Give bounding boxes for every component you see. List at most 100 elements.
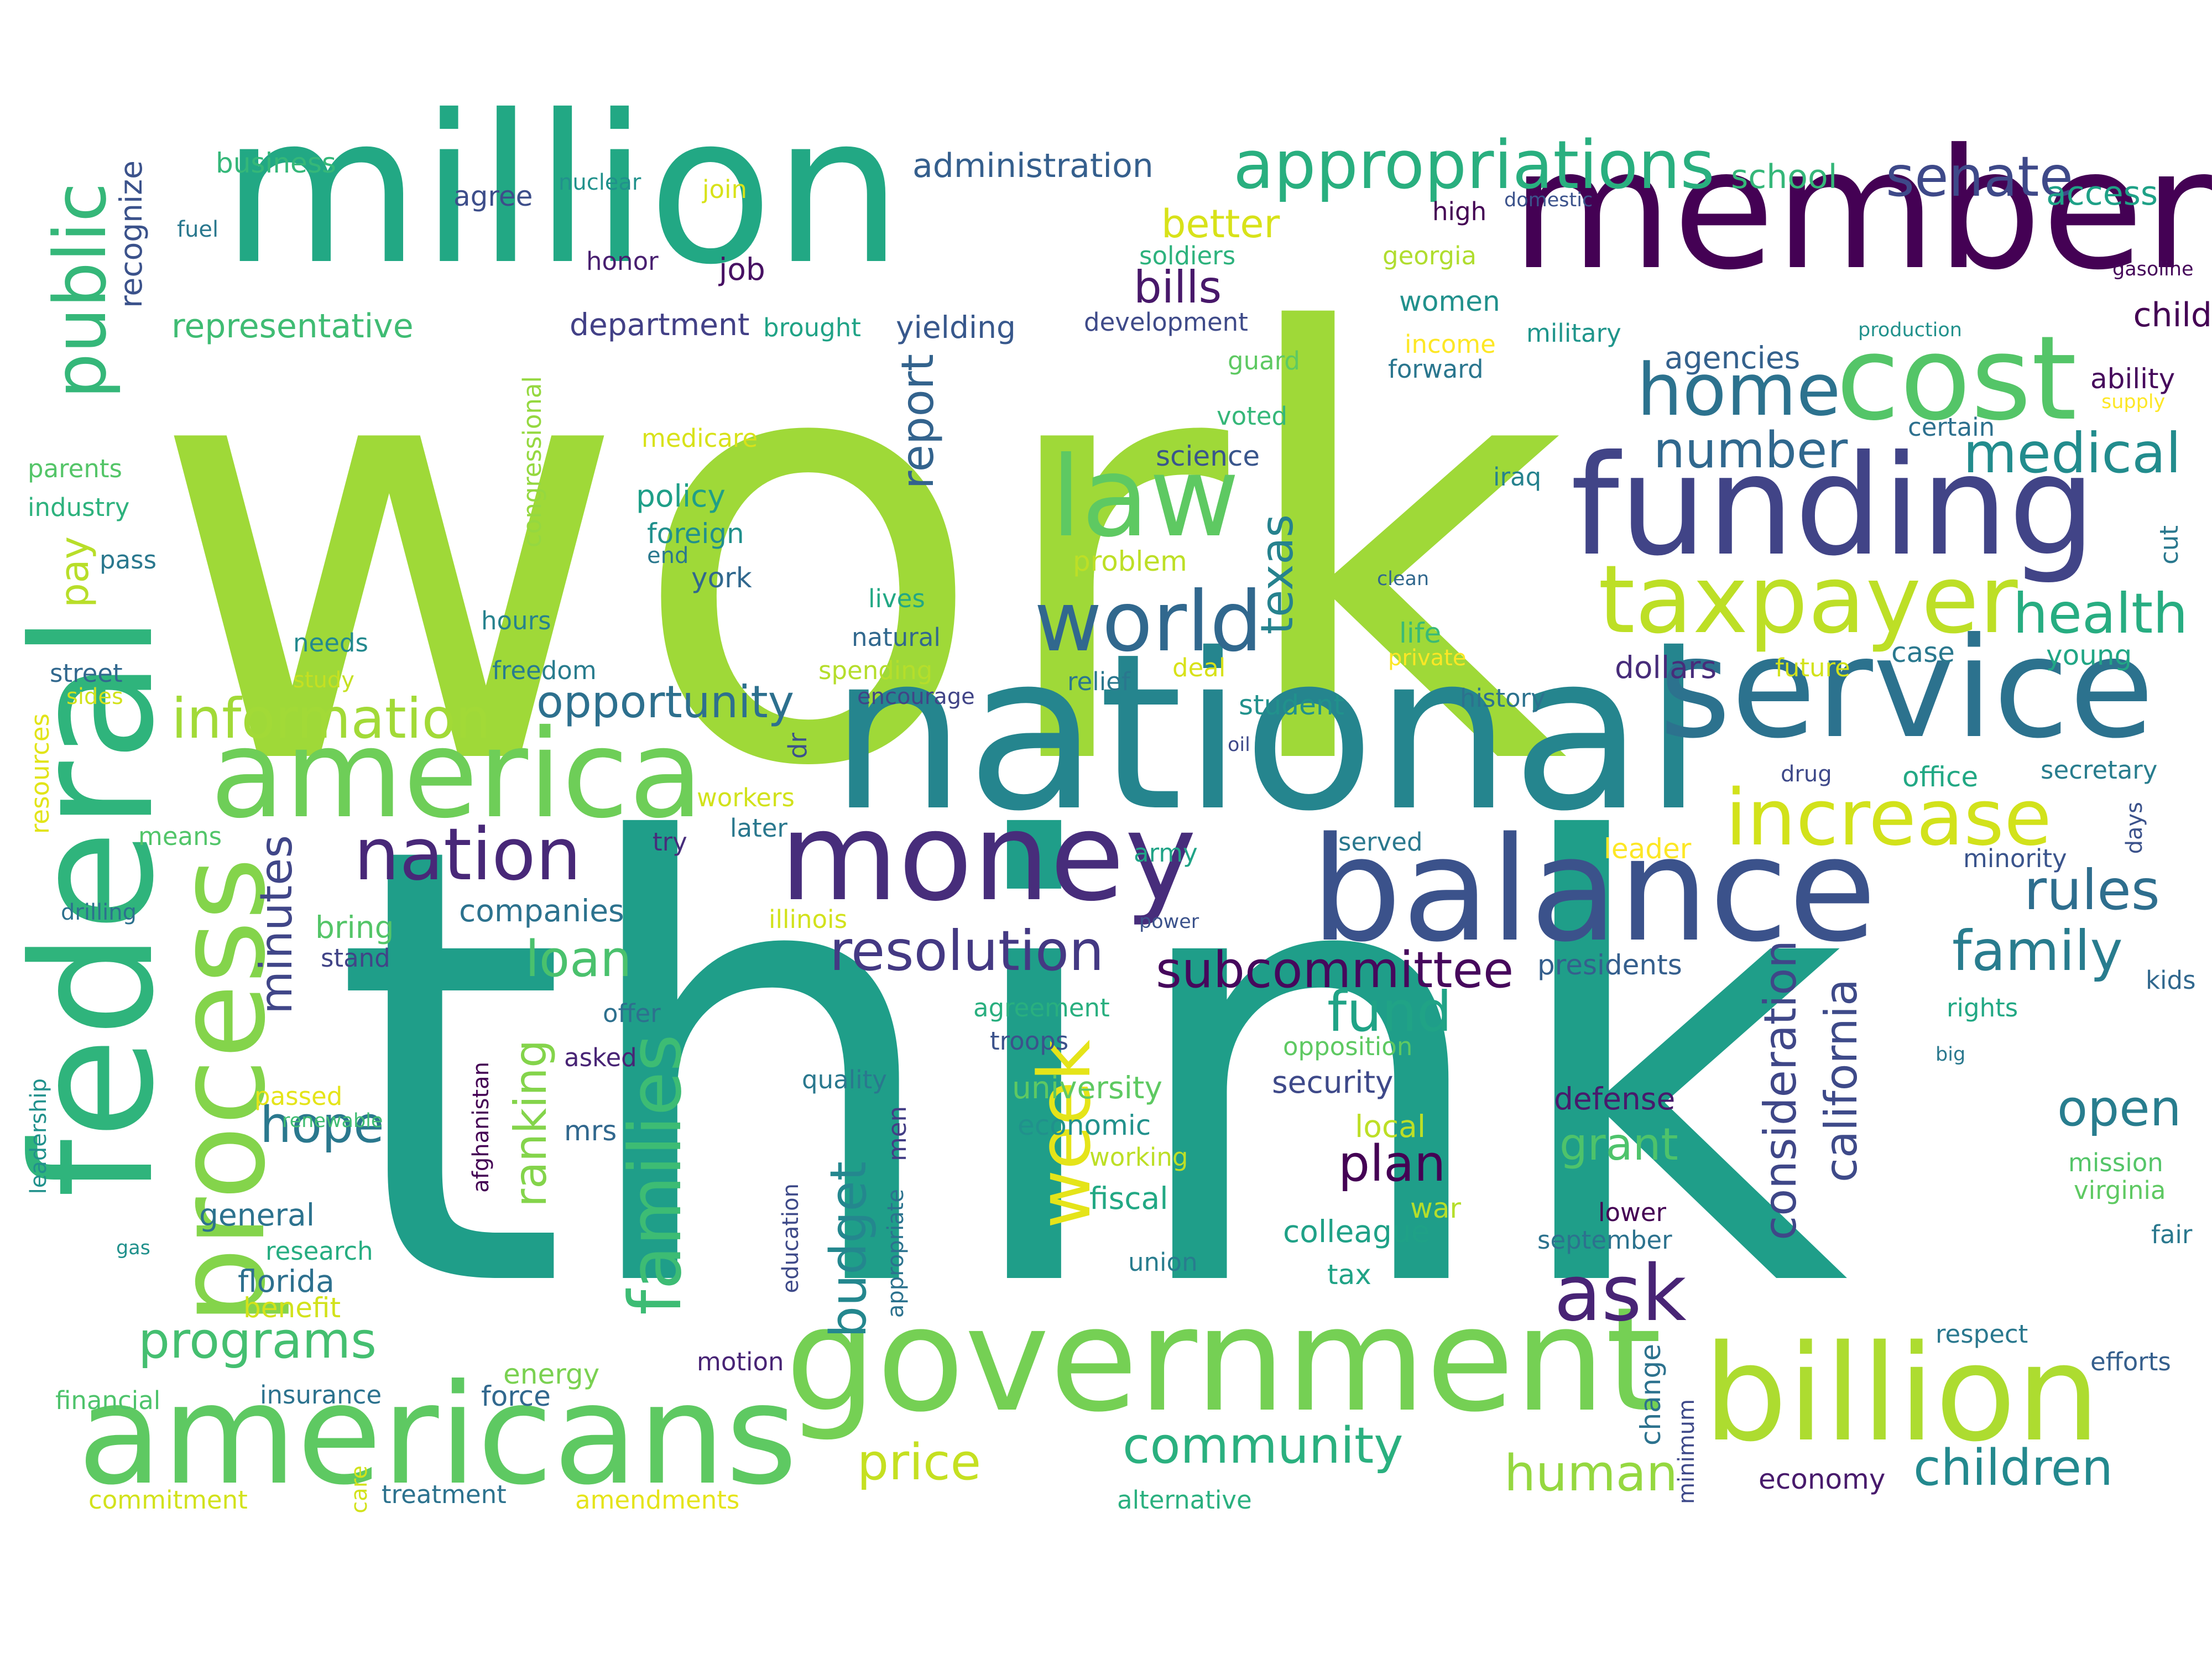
- word-try: try: [653, 827, 687, 857]
- word-leader: leader: [1604, 833, 1692, 865]
- word-increase: increase: [1725, 773, 2052, 863]
- word-power: power: [1139, 911, 1199, 933]
- word-foreign: foreign: [647, 518, 744, 550]
- word-grant: grant: [1559, 1119, 1678, 1170]
- word-future: future: [1775, 653, 1850, 682]
- word-virginia: virginia: [2074, 1176, 2166, 1205]
- word-think: think: [332, 719, 1849, 1421]
- word-member: member: [1511, 113, 2212, 306]
- word-dollars: dollars: [1615, 650, 1717, 685]
- word-loan: loan: [525, 930, 632, 988]
- word-certain: certain: [1908, 413, 1995, 442]
- word-bills: bills: [1134, 262, 1222, 313]
- word-amendments: amendments: [575, 1485, 740, 1515]
- word-guard: guard: [1228, 346, 1300, 375]
- word-fund: fund: [1327, 979, 1452, 1044]
- word-fair: fair: [2151, 1220, 2193, 1249]
- word-rules: rules: [2024, 858, 2160, 922]
- word-science: science: [1156, 440, 1260, 472]
- word-work: work: [149, 212, 1568, 894]
- word-illinois: illinois: [769, 905, 848, 934]
- word-brought: brought: [763, 313, 861, 342]
- word-forward: forward: [1388, 354, 1484, 384]
- word-stand: stand: [321, 943, 390, 973]
- word-oil: oil: [1228, 734, 1250, 756]
- word-offer: offer: [603, 999, 661, 1028]
- word-hours: hours: [481, 606, 551, 635]
- word-women: women: [1399, 285, 1500, 317]
- word-commitment: commitment: [88, 1485, 248, 1515]
- word-information: information: [171, 686, 491, 751]
- word-government: government: [785, 1277, 1662, 1444]
- word-private: private: [1388, 645, 1467, 671]
- word-join: join: [702, 175, 748, 204]
- word-care: care: [347, 1465, 372, 1514]
- word-budget: budget: [820, 1161, 878, 1338]
- word-world: world: [1034, 574, 1263, 670]
- word-problem: problem: [1073, 545, 1187, 577]
- word-drug: drug: [1781, 761, 1832, 787]
- word-parents: parents: [28, 454, 122, 483]
- word-security: security: [1272, 1065, 1394, 1100]
- word-later: later: [730, 813, 787, 843]
- word-respect: respect: [1936, 1319, 2028, 1349]
- word-spending: spending: [818, 656, 933, 685]
- word-rights: rights: [1947, 993, 2018, 1022]
- word-nation: nation: [354, 812, 582, 896]
- word-business: business: [216, 147, 336, 179]
- word-iraq: iraq: [1493, 462, 1542, 492]
- word-deal: deal: [1172, 653, 1226, 682]
- word-lives: lives: [868, 584, 925, 613]
- word-gas: gas: [116, 1237, 150, 1259]
- word-families: families: [613, 1034, 697, 1316]
- word-agencies: agencies: [1665, 340, 1801, 375]
- word-high: high: [1432, 197, 1487, 226]
- word-fiscal: fiscal: [1089, 1181, 1168, 1216]
- word-ranking: ranking: [505, 1040, 556, 1207]
- word-senate: senate: [1886, 144, 2074, 209]
- word-asked: asked: [564, 1043, 637, 1072]
- word-men: men: [883, 1106, 912, 1162]
- word-presidents: presidents: [1537, 949, 1682, 981]
- word-defense: defense: [1554, 1081, 1676, 1117]
- word-motion: motion: [697, 1347, 784, 1376]
- word-programs: programs: [138, 1312, 377, 1370]
- word-honor: honor: [586, 247, 659, 276]
- word-war: war: [1410, 1192, 1462, 1224]
- word-september: september: [1537, 1225, 1672, 1255]
- word-medicare: medicare: [641, 424, 758, 453]
- word-public: public: [38, 182, 122, 399]
- word-industry: industry: [28, 493, 130, 522]
- word-clean: clean: [1377, 568, 1430, 590]
- word-subcommittee: subcommittee: [1156, 941, 1514, 999]
- word-gasoline: gasoline: [2112, 258, 2194, 280]
- word-law: law: [1051, 433, 1240, 562]
- word-secretary: secretary: [2041, 755, 2158, 785]
- word-service: service: [1659, 608, 2154, 769]
- word-workers: workers: [697, 783, 795, 812]
- word-americans: americans: [77, 1354, 798, 1515]
- word-home: home: [1637, 348, 1841, 432]
- word-drilling: drilling: [61, 900, 137, 925]
- word-office: office: [1902, 761, 1979, 793]
- word-quality: quality: [802, 1065, 887, 1094]
- word-lower: lower: [1598, 1198, 1667, 1227]
- word-university: university: [1012, 1070, 1163, 1105]
- word-tax: tax: [1327, 1259, 1371, 1291]
- word-working: working: [1089, 1142, 1188, 1172]
- word-passed: passed: [254, 1082, 343, 1111]
- word-pass: pass: [100, 545, 157, 575]
- word-minutes: minutes: [251, 835, 302, 1014]
- word-billion: billion: [1703, 1316, 2101, 1471]
- word-dr: dr: [783, 733, 812, 759]
- word-treatment: treatment: [382, 1480, 507, 1509]
- word-appropriations: appropriations: [1233, 127, 1715, 204]
- word-child: child: [2133, 296, 2212, 335]
- word-sides: sides: [66, 684, 123, 709]
- word-force: force: [481, 1380, 551, 1412]
- word-development: development: [1084, 307, 1248, 337]
- word-relief: relief: [1067, 667, 1130, 696]
- word-student: student: [1239, 689, 1345, 721]
- word-production: production: [1858, 319, 1962, 341]
- word-medical: medical: [1963, 421, 2182, 486]
